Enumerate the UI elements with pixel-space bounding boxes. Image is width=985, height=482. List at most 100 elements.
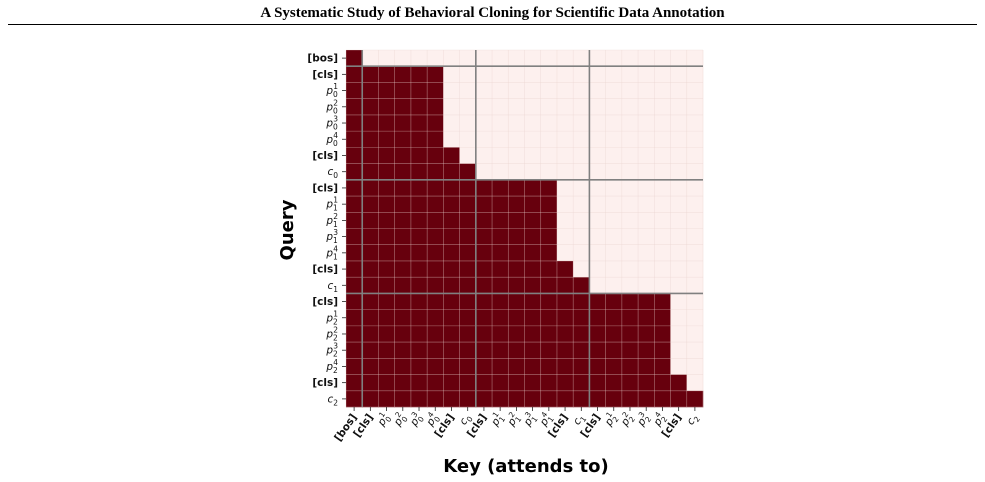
heatmap-cell xyxy=(524,325,542,343)
y-tick-label: p22 xyxy=(325,325,338,342)
heatmap-cell xyxy=(459,260,477,278)
heatmap-cell xyxy=(540,342,558,359)
heatmap-cell xyxy=(524,277,542,294)
heatmap-cell xyxy=(378,260,395,278)
heatmap-cell xyxy=(670,66,688,83)
heatmap-cell xyxy=(443,50,460,67)
heatmap-cell xyxy=(621,374,639,392)
heatmap-cell xyxy=(427,342,444,359)
heatmap-cell xyxy=(638,212,655,229)
heatmap-cell xyxy=(362,358,379,375)
heatmap-cell xyxy=(573,98,590,116)
heatmap-cell xyxy=(410,179,428,197)
heatmap-cell xyxy=(508,196,525,213)
heatmap-cell xyxy=(524,82,542,99)
heatmap-cell xyxy=(524,228,542,246)
heatmap-cell xyxy=(605,131,623,148)
x-tick-label: p22 xyxy=(616,410,637,430)
heatmap-cell xyxy=(475,114,493,132)
heatmap-cell xyxy=(556,196,574,213)
heatmap-cell xyxy=(556,163,574,181)
heatmap-cell xyxy=(524,390,542,408)
heatmap-cell xyxy=(524,114,542,132)
heatmap-cell xyxy=(589,147,606,164)
heatmap-cell xyxy=(670,131,688,148)
heatmap-cell xyxy=(346,277,363,294)
y-tick-label: [cls] xyxy=(312,264,338,276)
heatmap-cell xyxy=(589,358,606,375)
heatmap-cell xyxy=(492,98,509,116)
heatmap-cell xyxy=(492,390,509,408)
heatmap-cell xyxy=(524,374,542,392)
heatmap-cell xyxy=(670,163,688,181)
heatmap-cell xyxy=(346,179,363,197)
heatmap-cell xyxy=(427,260,444,278)
heatmap-cell xyxy=(443,260,460,278)
heatmap-cell xyxy=(410,147,428,164)
heatmap-cell xyxy=(362,309,379,327)
heatmap-cell xyxy=(508,374,525,392)
heatmap-cell xyxy=(475,82,493,99)
paper-running-title: A Systematic Study of Behavioral Cloning… xyxy=(260,5,725,21)
heatmap-cell xyxy=(573,325,590,343)
heatmap-cell xyxy=(605,374,623,392)
heatmap-cell xyxy=(573,114,590,132)
heatmap-cell xyxy=(459,82,477,99)
heatmap-cell xyxy=(589,342,606,359)
heatmap-cell xyxy=(459,244,477,262)
heatmap-cell xyxy=(670,390,688,408)
heatmap-cell xyxy=(427,82,444,99)
heatmap-cell xyxy=(362,131,379,148)
heatmap-cell xyxy=(638,325,655,343)
heatmap-cell xyxy=(686,277,704,294)
heatmap-cell xyxy=(621,196,639,213)
heatmap-cell xyxy=(524,293,542,310)
heatmap-cell xyxy=(638,179,655,197)
y-tick-label: [cls] xyxy=(312,296,338,308)
heatmap-cell xyxy=(670,277,688,294)
heatmap-cell xyxy=(638,98,655,116)
heatmap-cell xyxy=(508,358,525,375)
heatmap-cell xyxy=(654,309,671,327)
heatmap-cell xyxy=(508,390,525,408)
heatmap-cell xyxy=(394,228,412,246)
heatmap-cell xyxy=(686,131,704,148)
heatmap-cell xyxy=(589,325,606,343)
heatmap-cell xyxy=(556,244,574,262)
heatmap-cell xyxy=(378,196,395,213)
y-axis-title: Query xyxy=(277,199,298,260)
heatmap-cell xyxy=(605,50,623,67)
heatmap-cell xyxy=(394,309,412,327)
heatmap-cell xyxy=(394,196,412,213)
y-tick-label: p03 xyxy=(325,115,338,132)
heatmap-cell xyxy=(378,50,395,67)
heatmap-cell xyxy=(605,309,623,327)
heatmap-cell xyxy=(427,212,444,229)
heatmap-cell xyxy=(492,374,509,392)
heatmap-cell xyxy=(686,390,704,408)
heatmap-cell xyxy=(394,179,412,197)
heatmap-cell xyxy=(410,228,428,246)
heatmap-cell xyxy=(540,244,558,262)
heatmap-cell xyxy=(346,293,363,310)
heatmap-cell xyxy=(508,66,525,83)
heatmap-cell xyxy=(362,114,379,132)
heatmap-cell xyxy=(621,179,639,197)
heatmap-cell xyxy=(638,114,655,132)
heatmap-cell xyxy=(638,196,655,213)
y-tick-label: [cls] xyxy=(312,150,338,162)
heatmap-cell xyxy=(605,293,623,310)
heatmap-cell xyxy=(346,66,363,83)
heatmap-cell xyxy=(394,50,412,67)
heatmap-cell xyxy=(686,66,704,83)
heatmap-cell xyxy=(621,82,639,99)
heatmap-cell xyxy=(621,228,639,246)
heatmap-cell xyxy=(410,293,428,310)
heatmap-cell xyxy=(459,309,477,327)
heatmap-cell xyxy=(524,50,542,67)
heatmap-cell xyxy=(378,179,395,197)
heatmap-cell xyxy=(540,196,558,213)
heatmap-cell xyxy=(589,98,606,116)
